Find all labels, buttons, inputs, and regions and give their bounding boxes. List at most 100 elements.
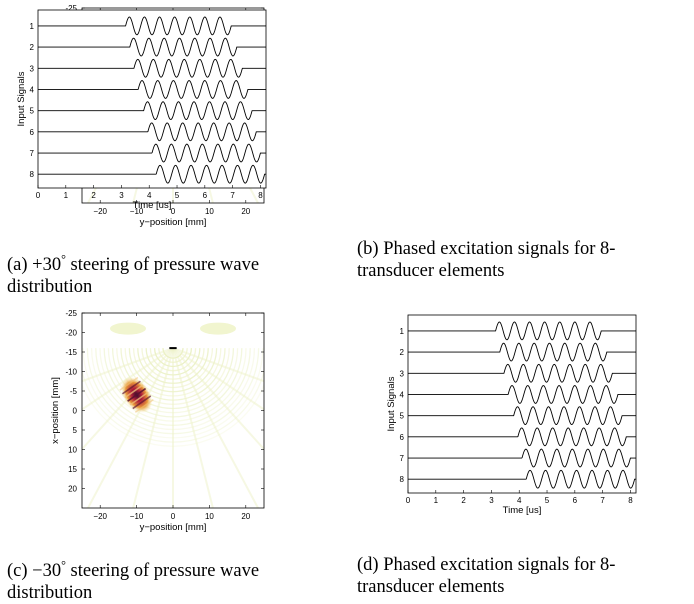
focal-fringe	[134, 398, 154, 413]
caption-a-text: steering of pressure wave	[65, 255, 260, 276]
signal-trace-3	[408, 363, 637, 383]
x-tick-label: 0	[171, 207, 176, 216]
x-tick-label: −10	[130, 512, 144, 521]
x-axis-label: Time [us]	[133, 200, 172, 211]
excitation-plot-b: 1 2 3 4 5 6 7 8 0 1 2 3 4 5 6 7 8 Time [us] Input Signals	[16, 9, 267, 211]
x-axis-label: y−position [mm]	[140, 217, 207, 228]
x-tick-label: 10	[205, 207, 214, 216]
x-axis-label: y−position [mm]	[140, 522, 207, 533]
focal-fringe	[127, 387, 147, 402]
x-tick-label: 8	[258, 191, 263, 200]
signal-trace-2	[38, 37, 267, 57]
beam-streak	[172, 347, 264, 383]
caption-b: (b) Phased excitation signals for 8- tra…	[357, 238, 687, 282]
channel-label: 8	[400, 475, 405, 484]
caption-c-degree: °	[61, 558, 66, 572]
beam-streak	[82, 347, 174, 451]
x-tick-label: 0	[406, 496, 411, 505]
signal-trace-2	[408, 342, 637, 362]
focal-fringe	[119, 376, 139, 391]
x-tick-label: 2	[461, 496, 466, 505]
caption-b-line2: transducer elements	[357, 261, 505, 281]
caption-b-line1: (b) Phased excitation signals for 8-	[357, 239, 616, 259]
beam-streak	[82, 347, 174, 383]
focal-fringe	[121, 380, 141, 395]
focal-fringe	[129, 391, 149, 406]
side-lobe	[110, 322, 146, 335]
y-axis-label: Input Signals	[16, 71, 27, 126]
excitation-plot-d: 1 2 3 4 5 6 7 8 0 1 2 3 4 5 6 7 8 Time [us] Input Signals	[386, 314, 637, 516]
x-tick-label: 8	[628, 496, 633, 505]
x-tick-label: 1	[434, 496, 439, 505]
x-tick-label: 0	[171, 512, 176, 521]
channel-label: 4	[30, 85, 35, 94]
caption-a-angle: +30	[32, 255, 62, 276]
caption-a: (a) +30° steering of pressure wave distr…	[7, 248, 337, 298]
channel-label: 8	[30, 170, 35, 179]
x-tick-label: −20	[93, 512, 107, 521]
x-tick-label: 7	[600, 496, 605, 505]
focal-fringe	[124, 384, 144, 399]
channel-label: 4	[400, 390, 405, 399]
beam-streak	[172, 347, 214, 508]
x-tick-label: 0	[36, 191, 41, 200]
beam-streak	[172, 347, 264, 411]
x-tick-label: 6	[573, 496, 578, 505]
caption-d: (d) Phased excitation signals for 8- tra…	[357, 554, 687, 598]
channel-label: 6	[400, 433, 405, 442]
y-tick-label: -10	[65, 368, 77, 377]
y-tick-label: 20	[68, 485, 77, 494]
beam-streak	[172, 347, 264, 451]
x-tick-label: 5	[545, 496, 550, 505]
y-tick-label: -25	[65, 309, 77, 318]
x-tick-label: 2	[91, 191, 96, 200]
caption-c-text: steering of pressure wave	[65, 561, 260, 582]
x-tick-label: 4	[517, 496, 522, 505]
channel-label: 7	[400, 454, 405, 463]
caption-c-tag: (c)	[7, 561, 28, 582]
x-tick-label: −20	[93, 207, 107, 216]
channel-label: 1	[400, 327, 405, 336]
channel-label: 3	[30, 64, 35, 73]
y-tick-label: -20	[65, 329, 77, 338]
y-axis-label: x−position [mm]	[50, 377, 61, 444]
caption-c-angle: −30	[32, 561, 62, 582]
channel-label: 3	[400, 369, 405, 378]
signal-trace-4	[38, 80, 267, 99]
signal-trace-6	[38, 122, 267, 142]
x-tick-label: −10	[130, 207, 144, 216]
focal-spot	[119, 376, 154, 413]
y-tick-label: 15	[68, 465, 77, 474]
channel-label: 5	[30, 107, 35, 116]
x-tick-label: 10	[205, 512, 214, 521]
y-tick-label: -5	[70, 387, 78, 396]
focal-fringe	[132, 395, 152, 410]
x-tick-label: 3	[119, 191, 124, 200]
panel-b: 1 2 3 4 5 6 7 8 0 1 2 3 4 5 6 7 8 Time [us] Input Signals	[0, 0, 310, 225]
signal-trace-8	[408, 469, 637, 489]
x-tick-label: 20	[241, 512, 250, 521]
channel-label: 6	[30, 128, 35, 137]
axes-frame	[407, 314, 637, 494]
beam-streak	[86, 347, 174, 508]
channel-label: 2	[30, 43, 35, 52]
signal-trace-7	[38, 143, 267, 163]
wave-field	[82, 322, 264, 508]
signal-trace-1	[408, 321, 637, 341]
axes-frame	[37, 9, 267, 189]
x-tick-label: 4	[147, 191, 152, 200]
panel-c: −20 −10 0 10 20 -25 -20 -15 -10 -5 0 5 10 15 20 y−posit…	[0, 305, 300, 540]
caption-c-line2: distribution	[7, 583, 93, 604]
side-lobe	[200, 322, 236, 335]
caption-a-line2: distribution	[7, 277, 93, 298]
x-tick-label: 20	[241, 207, 250, 216]
caption-a-degree: °	[61, 252, 66, 266]
caption-d-line1: (d) Phased excitation signals for 8-	[357, 555, 616, 575]
x-tick-label: 1	[64, 191, 69, 200]
x-tick-label: 7	[230, 191, 235, 200]
signal-trace-1	[38, 16, 267, 36]
caption-d-line2: transducer elements	[357, 577, 505, 597]
y-tick-label: 5	[73, 426, 78, 435]
channel-label: 1	[30, 22, 35, 31]
x-tick-label: 5	[175, 191, 180, 200]
